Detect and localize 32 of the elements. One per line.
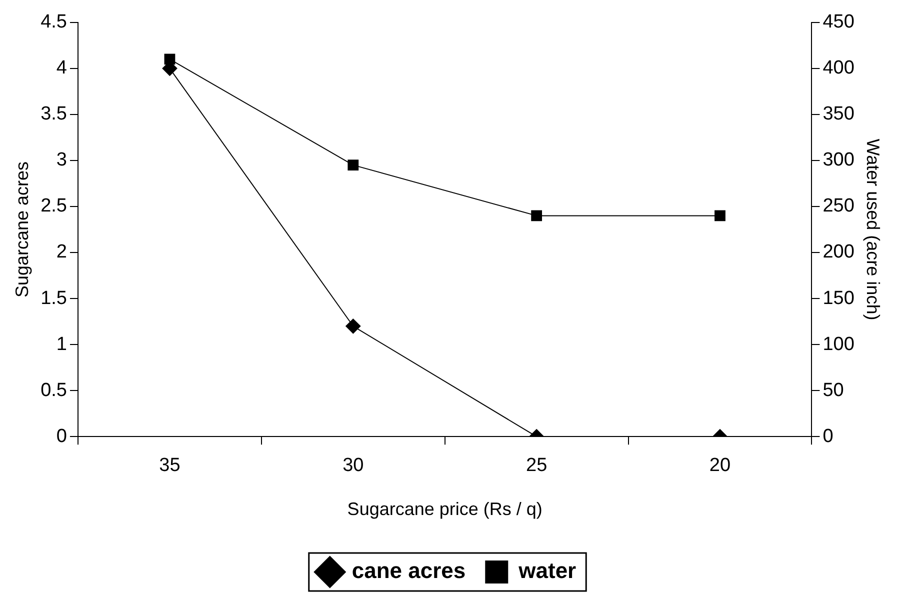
y-tick-label: 3 (56, 150, 68, 171)
legend-label: cane acres (352, 558, 466, 584)
y-axis-title: Sugarcane acres (12, 161, 32, 298)
y2-tick-label: 50 (822, 380, 844, 401)
y2-tick-label: 400 (822, 58, 854, 79)
y-tick-label: 3.5 (40, 104, 68, 125)
y-tick-label: 1 (56, 334, 68, 355)
x-tick-label: 20 (709, 455, 731, 476)
y-tick-label: 2 (56, 242, 68, 263)
x-tick-label: 25 (526, 455, 548, 476)
y-tick-label: 1.5 (40, 288, 68, 309)
y2-tick-label: 450 (822, 12, 854, 33)
x-tick-label: 35 (159, 455, 180, 476)
y-tick-label: 0.5 (40, 380, 68, 401)
y2-tick-label: 200 (822, 242, 854, 263)
point (531, 210, 542, 222)
point (714, 210, 726, 222)
y2-tick-label: 350 (822, 104, 854, 125)
y2-tick-label: 0 (822, 426, 834, 447)
x-tick-label: 30 (342, 455, 364, 476)
y2-tick-label: 100 (822, 334, 854, 355)
legend-label: water (518, 558, 577, 584)
point (348, 160, 359, 171)
y-tick-label: 2.5 (40, 196, 68, 217)
y-tick-label: 0 (56, 426, 68, 447)
y-tick-label: 4 (56, 58, 68, 79)
y2-tick-label: 300 (822, 150, 854, 171)
x-axis-title: Sugarcane price (Rs / q) (347, 499, 542, 520)
y2-axis-title: Water used (acre inch) (863, 138, 884, 320)
y2-tick-label: 250 (822, 196, 854, 217)
y2-tick-label: 150 (822, 288, 854, 309)
y-tick-label: 4.5 (40, 12, 68, 33)
